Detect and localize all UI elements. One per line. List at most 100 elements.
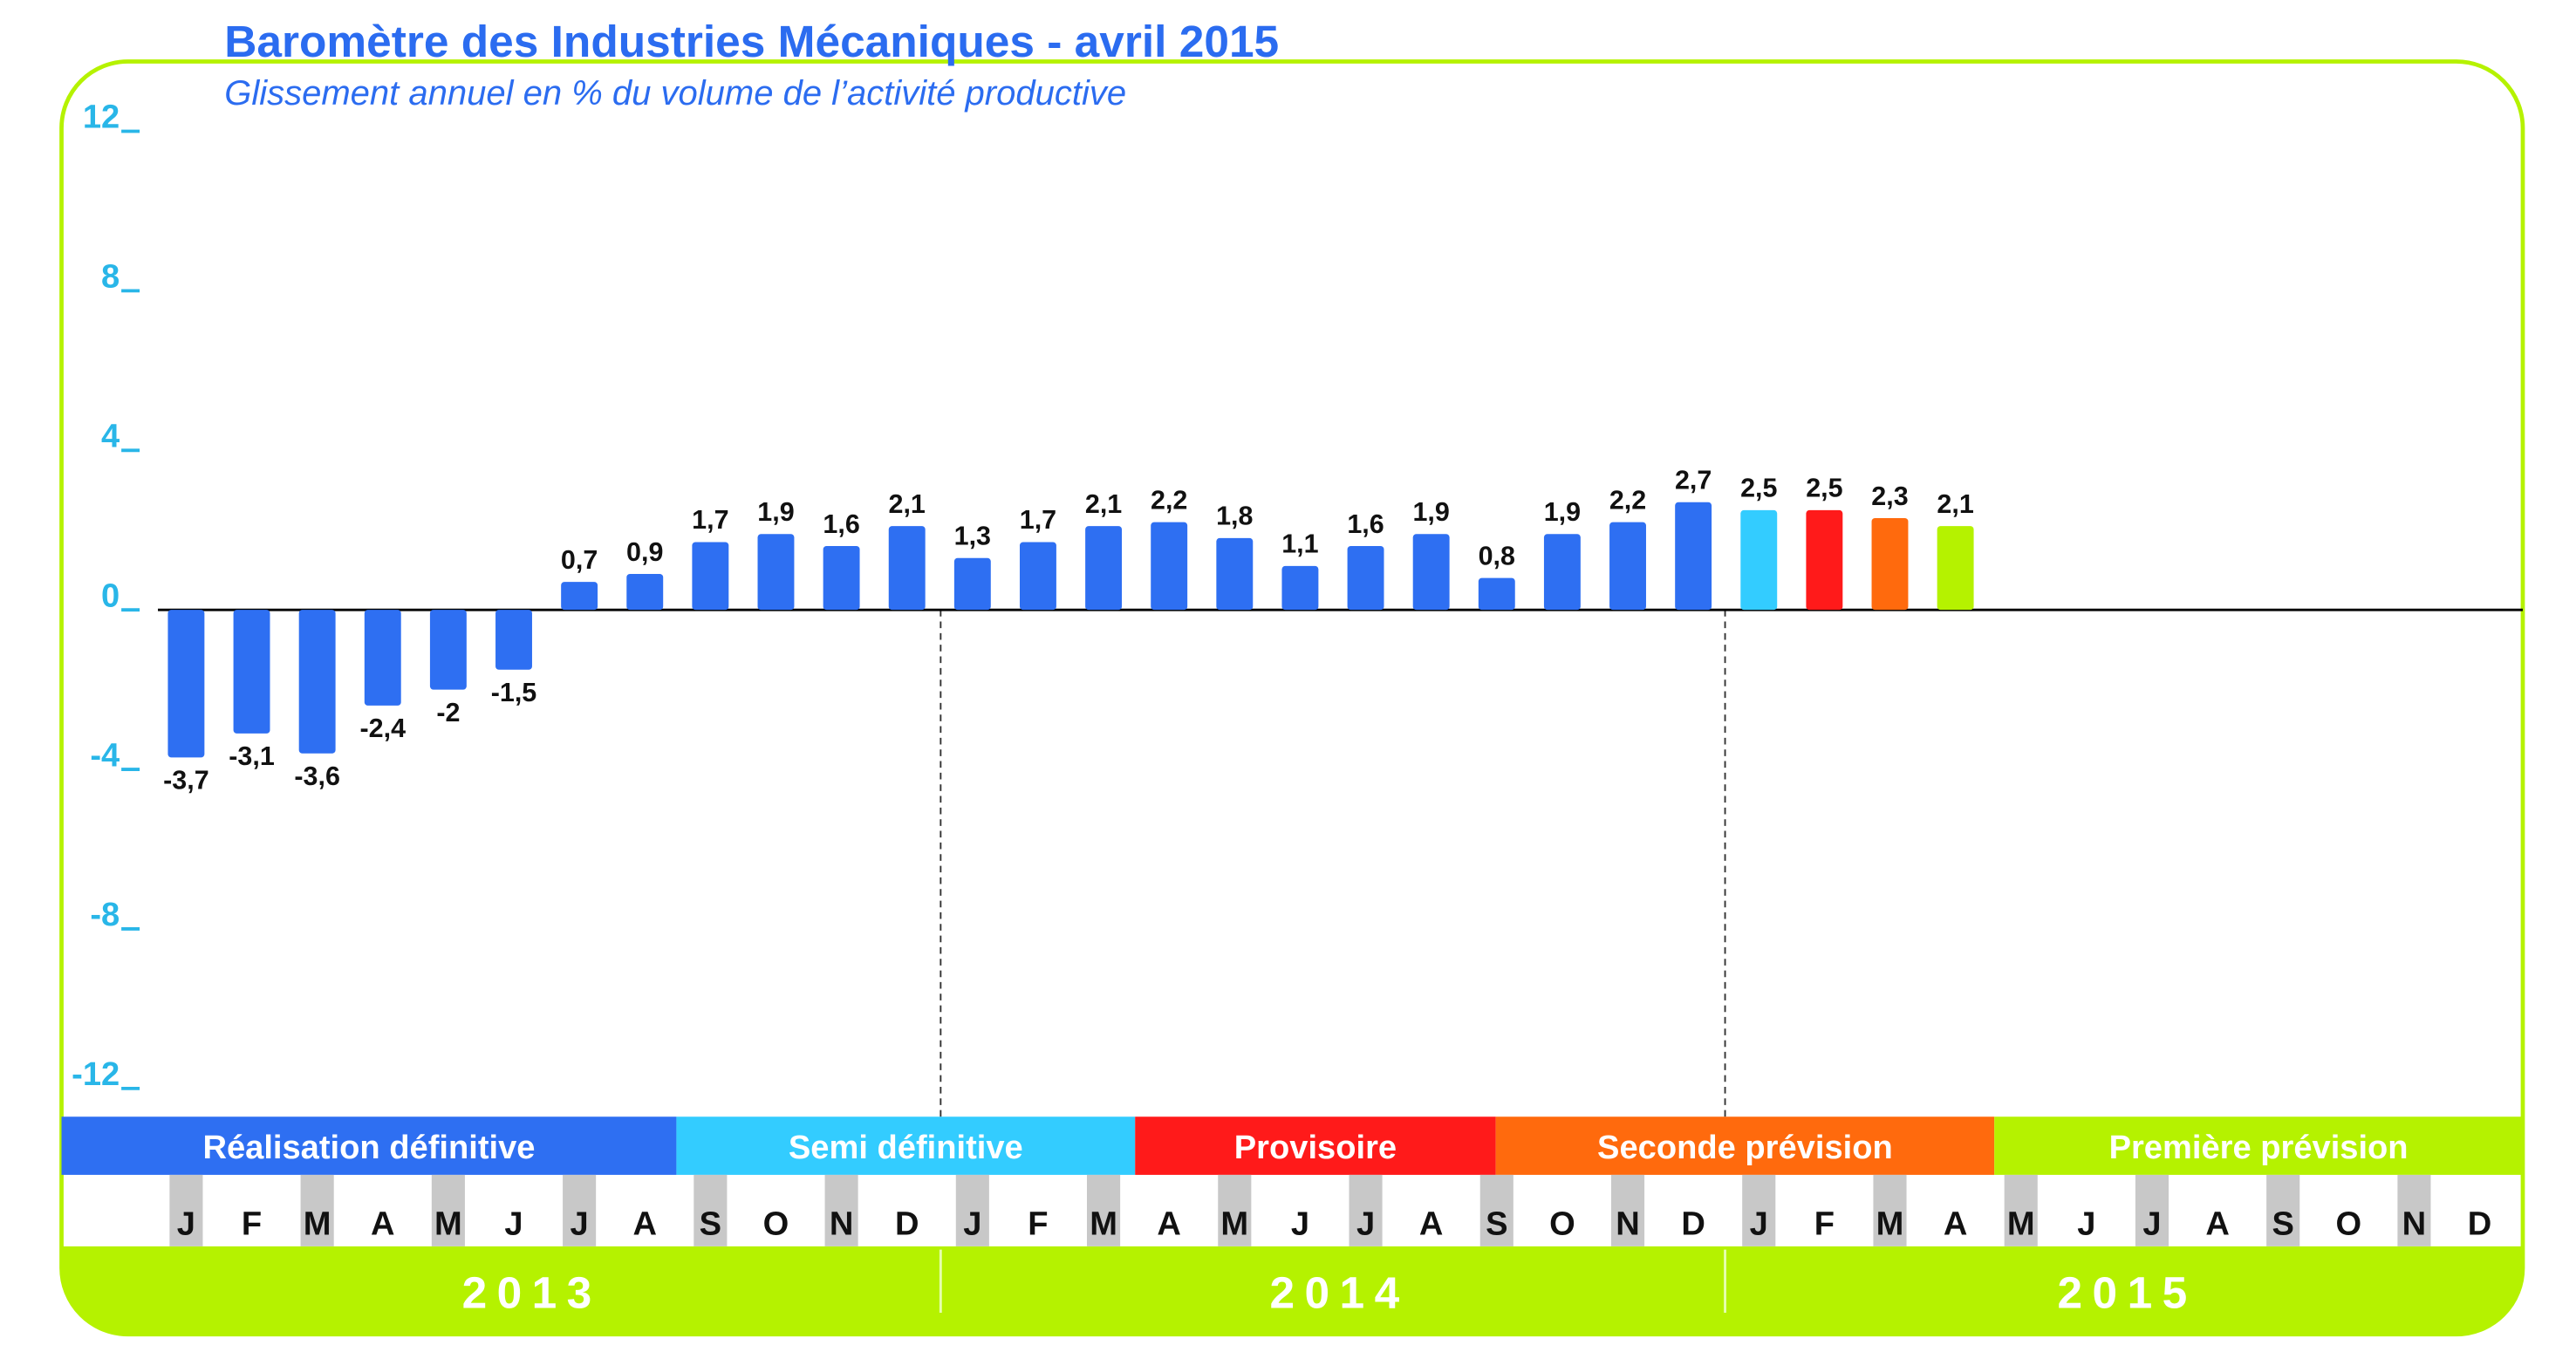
y-tick-label: 8 xyxy=(101,259,120,296)
x-tick-label: M xyxy=(2007,1205,2035,1242)
phase-label: Première prévision xyxy=(2109,1130,2409,1166)
value-label: 1,7 xyxy=(692,505,728,535)
month-shade xyxy=(300,1174,334,1246)
y-tick-label: 0 xyxy=(101,577,120,614)
phase-band xyxy=(1994,1116,2523,1175)
bar xyxy=(1806,509,1843,611)
y-tick-label: -12 xyxy=(72,1056,120,1093)
month-shade xyxy=(1218,1174,1252,1246)
value-label: -3,7 xyxy=(163,766,209,795)
x-tick-label: M xyxy=(304,1205,331,1242)
x-tick-label: J xyxy=(1291,1205,1309,1242)
bar xyxy=(364,610,401,706)
x-tick-label: A xyxy=(1419,1205,1444,1242)
x-tick-label: J xyxy=(571,1205,589,1242)
value-label: -3,6 xyxy=(294,761,340,791)
value-label: 1,9 xyxy=(1412,497,1449,527)
x-tick-label: J xyxy=(963,1205,981,1242)
bar xyxy=(495,610,532,670)
x-tick-label: D xyxy=(895,1205,919,1242)
chart-subtitle: Glissement annuel en % du volume de l’ac… xyxy=(224,74,1126,113)
bar xyxy=(1281,565,1319,611)
month-shade xyxy=(1610,1174,1645,1246)
bar xyxy=(1871,518,1909,611)
x-tick-label: A xyxy=(2205,1205,2230,1242)
phase-band xyxy=(1135,1116,1496,1175)
month-shade xyxy=(694,1174,728,1246)
x-tick-label: A xyxy=(1944,1205,1968,1242)
phase-band xyxy=(61,1116,677,1175)
value-label: -1,5 xyxy=(491,678,537,707)
bar xyxy=(561,582,598,611)
x-tick-label: F xyxy=(1814,1205,1835,1242)
x-tick-label: S xyxy=(700,1205,721,1242)
x-tick-label: A xyxy=(632,1205,657,1242)
x-tick-label: N xyxy=(830,1205,854,1242)
bar xyxy=(1412,534,1450,611)
x-tick-label: A xyxy=(1157,1205,1181,1242)
month-shade xyxy=(2135,1174,2169,1246)
bar xyxy=(1085,526,1123,611)
value-label: -2,4 xyxy=(360,714,407,743)
value-label: 2,5 xyxy=(1806,474,1842,503)
bar xyxy=(1019,542,1056,611)
value-label: 1,6 xyxy=(823,509,859,539)
bar xyxy=(953,557,991,611)
bar xyxy=(1675,502,1712,611)
bar xyxy=(298,610,336,754)
x-tick-label: J xyxy=(2077,1205,2095,1242)
value-label: 2,2 xyxy=(1151,485,1187,515)
x-tick-label: A xyxy=(371,1205,395,1242)
x-tick-label: J xyxy=(1356,1205,1375,1242)
x-tick-label: N xyxy=(1616,1205,1640,1242)
bar xyxy=(692,542,729,611)
month-shade xyxy=(2266,1174,2300,1246)
value-label: 1,7 xyxy=(1020,505,1056,535)
month-shade xyxy=(169,1174,203,1246)
x-tick-label: M xyxy=(1220,1205,1248,1242)
bar xyxy=(888,526,926,611)
month-shade xyxy=(1742,1174,1776,1246)
x-tick-label: M xyxy=(1876,1205,1904,1242)
value-label: -3,1 xyxy=(229,741,275,771)
bar xyxy=(1740,509,1778,611)
x-tick-label: J xyxy=(177,1205,195,1242)
x-tick-label: J xyxy=(2142,1205,2161,1242)
phase-band xyxy=(1495,1116,1995,1175)
bar xyxy=(429,610,467,690)
value-label: 2,1 xyxy=(1937,489,1973,519)
x-tick-label: N xyxy=(2402,1205,2427,1242)
y-tick-label: 4 xyxy=(101,418,120,454)
bar xyxy=(757,534,795,611)
x-tick-label: D xyxy=(2468,1205,2492,1242)
value-label: 2,5 xyxy=(1740,474,1777,503)
chart-title: Baromètre des Industries Mécaniques - av… xyxy=(224,16,1279,66)
month-shade xyxy=(2004,1174,2038,1246)
x-tick-label: F xyxy=(1028,1205,1048,1242)
y-tick-label: -4 xyxy=(90,737,120,774)
x-tick-label: O xyxy=(763,1205,789,1242)
phase-band xyxy=(676,1116,1136,1175)
x-tick-label: J xyxy=(504,1205,523,1242)
x-tick-label: O xyxy=(1549,1205,1575,1242)
value-label: 1,3 xyxy=(954,521,991,550)
value-label: 0,8 xyxy=(1479,541,1515,570)
x-tick-label: S xyxy=(2272,1205,2293,1242)
x-tick-label: D xyxy=(1681,1205,1705,1242)
bar xyxy=(823,546,860,611)
x-tick-label: J xyxy=(1750,1205,1768,1242)
bar xyxy=(626,574,664,611)
phase-label: Seconde prévision xyxy=(1597,1130,1893,1166)
bar xyxy=(1478,577,1515,611)
frame xyxy=(59,59,2525,1337)
value-label: 0,9 xyxy=(626,537,663,567)
x-tick-label: M xyxy=(1090,1205,1117,1242)
x-tick-label: M xyxy=(434,1205,462,1242)
bar xyxy=(1151,522,1188,611)
month-shade xyxy=(2397,1174,2431,1246)
value-label: 1,9 xyxy=(757,497,794,527)
bar xyxy=(167,610,205,758)
bar xyxy=(1543,534,1581,611)
phase-label: Semi définitive xyxy=(789,1130,1023,1166)
